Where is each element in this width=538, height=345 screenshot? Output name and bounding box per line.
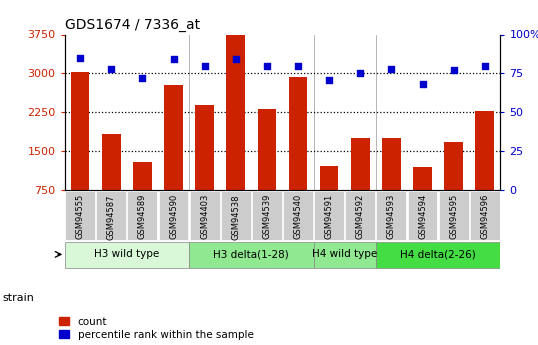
FancyBboxPatch shape [377,191,406,240]
Bar [258,109,276,190]
FancyBboxPatch shape [128,191,157,240]
FancyBboxPatch shape [189,242,314,268]
Text: GSM94594: GSM94594 [418,194,427,239]
Bar [195,106,214,190]
FancyBboxPatch shape [470,191,500,240]
Point [325,77,334,82]
Bar [133,162,152,190]
Text: GSM94539: GSM94539 [263,194,271,239]
Point [231,57,240,62]
FancyBboxPatch shape [376,242,500,268]
FancyBboxPatch shape [65,242,189,268]
Bar [320,166,338,190]
Point [480,63,489,68]
Text: GSM94593: GSM94593 [387,194,396,239]
Bar [289,77,307,190]
FancyBboxPatch shape [283,191,313,240]
Point [418,81,427,87]
Point [356,71,365,76]
Point [76,55,84,61]
FancyBboxPatch shape [221,191,251,240]
Point [200,63,209,68]
Bar [71,72,89,190]
Point [449,68,458,73]
Point [169,57,178,62]
Bar [382,138,401,190]
Text: H4 wild type: H4 wild type [312,249,377,259]
Text: H3 delta(1-28): H3 delta(1-28) [214,249,289,259]
Point [263,63,271,68]
FancyBboxPatch shape [65,191,95,240]
Text: GSM94590: GSM94590 [169,194,178,239]
Text: GSM94596: GSM94596 [480,194,489,239]
Point [294,63,302,68]
Point [138,75,147,81]
Text: GSM94538: GSM94538 [231,194,240,239]
FancyBboxPatch shape [314,191,344,240]
Bar [102,134,121,190]
Bar [226,35,245,190]
Point [107,66,116,71]
FancyBboxPatch shape [438,191,469,240]
FancyBboxPatch shape [159,191,188,240]
Bar [413,167,432,190]
Text: GSM94403: GSM94403 [200,194,209,239]
FancyBboxPatch shape [345,191,375,240]
Text: GSM94591: GSM94591 [324,194,334,239]
Point [387,66,396,71]
Text: H4 delta(2-26): H4 delta(2-26) [400,249,476,259]
FancyBboxPatch shape [408,191,437,240]
Text: GSM94540: GSM94540 [294,194,302,239]
Text: GSM94587: GSM94587 [107,194,116,239]
Text: GSM94592: GSM94592 [356,194,365,239]
Bar [476,111,494,190]
Text: strain: strain [3,294,34,303]
FancyBboxPatch shape [252,191,282,240]
Bar [351,138,370,190]
Bar [444,142,463,190]
Text: GSM94595: GSM94595 [449,194,458,239]
Text: GSM94555: GSM94555 [76,194,84,239]
FancyBboxPatch shape [190,191,220,240]
Text: GSM94589: GSM94589 [138,194,147,239]
Bar [164,85,183,190]
FancyBboxPatch shape [96,191,126,240]
Text: H3 wild type: H3 wild type [94,249,159,259]
FancyBboxPatch shape [314,242,376,268]
Text: GDS1674 / 7336_at: GDS1674 / 7336_at [65,18,200,32]
Legend: count, percentile rank within the sample: count, percentile rank within the sample [59,317,253,340]
